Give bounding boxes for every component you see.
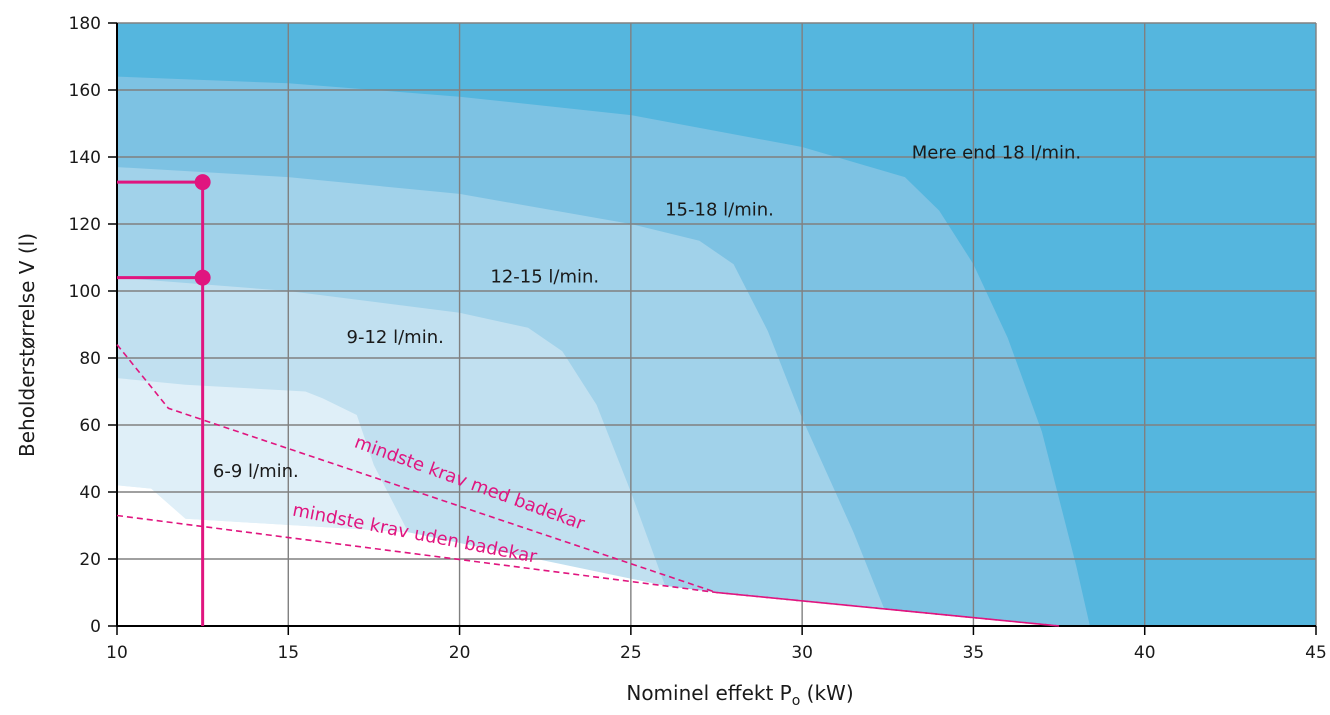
x-tick-label: 25	[620, 643, 642, 663]
y-tick-label: 120	[69, 215, 101, 235]
highlight-point	[194, 174, 211, 191]
x-tick-label: 40	[1134, 643, 1156, 663]
y-tick-label: 180	[69, 14, 101, 34]
x-axis-title-subscript: o	[792, 693, 801, 709]
requirement-line-with-bathtub	[116, 344, 1060, 627]
highlight-point	[194, 269, 211, 286]
region-12-15-label: 12-15 l/min.	[490, 267, 599, 288]
grid	[117, 22, 1317, 626]
x-axis-title: Nominel effekt Po (kW)	[626, 681, 853, 709]
region-15-18-label: 15-18 l/min.	[665, 200, 774, 221]
x-tick-label: 10	[106, 643, 128, 663]
y-axis-title: Beholderstørrelse V (l)	[15, 233, 39, 457]
x-axis-title-unit: (kW)	[800, 681, 853, 705]
requirement-lines	[116, 344, 1060, 627]
requirement-line-without-bathtub	[116, 514, 1060, 627]
x-axis-title-main: Nominel effekt P	[626, 681, 791, 705]
region-9-12-label: 9-12 l/min.	[347, 327, 444, 348]
region-fills	[117, 23, 1316, 627]
y-tick-label: 140	[69, 148, 101, 168]
y-tick-label: 40	[79, 483, 101, 503]
tick-labels: 0 20 40 60 80 100 120 140 160 180 10 15 20 25 30 35 40 45	[69, 14, 1327, 663]
x-tick-label: 30	[791, 643, 813, 663]
x-tick-label: 15	[277, 643, 299, 663]
y-tick-label: 100	[69, 282, 101, 302]
y-tick-label: 0	[90, 617, 101, 637]
x-tick-label: 35	[963, 643, 985, 663]
region-18plus-label: Mere end 18 l/min.	[912, 143, 1081, 164]
y-tick-label: 160	[69, 81, 101, 101]
region-6-9-label: 6-9 l/min.	[213, 461, 299, 482]
axes	[108, 22, 1317, 635]
region-6-9-lower-fill	[117, 465, 409, 533]
x-tick-label: 45	[1305, 643, 1327, 663]
y-tick-label: 60	[79, 416, 101, 436]
white-zone-fill	[117, 485, 1060, 626]
y-tick-label: 80	[79, 349, 101, 369]
x-tick-label: 20	[449, 643, 471, 663]
y-tick-label: 20	[79, 550, 101, 570]
highlight-markers	[117, 174, 211, 626]
